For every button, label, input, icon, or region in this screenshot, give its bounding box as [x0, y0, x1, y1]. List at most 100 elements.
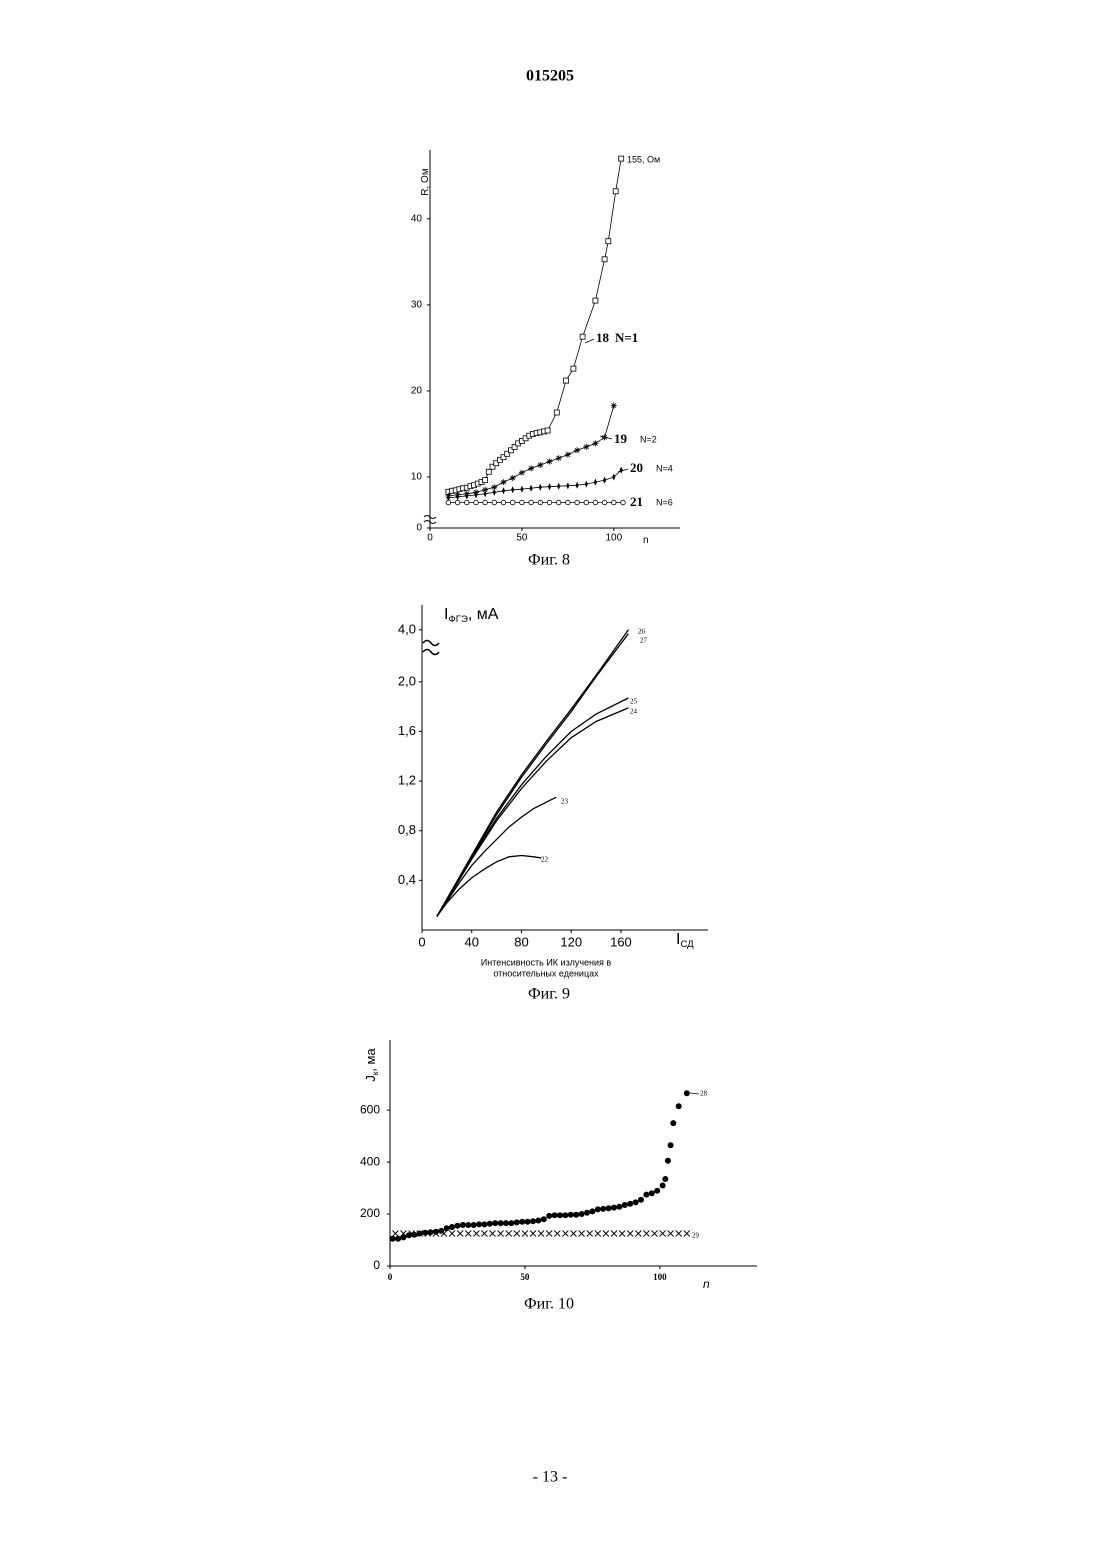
marker-circle [547, 500, 552, 505]
marker-dot [662, 1176, 668, 1182]
data-point [530, 1218, 536, 1224]
marker-dot [525, 1219, 531, 1225]
marker-circle [538, 500, 543, 505]
data-point [510, 475, 516, 481]
data-point [600, 1206, 606, 1212]
marker-square [486, 469, 491, 474]
data-point [568, 1212, 574, 1218]
marker-dot [660, 1183, 666, 1189]
data-point [589, 1208, 595, 1214]
figure-caption: Фиг. 8 [528, 552, 570, 569]
marker-dot [579, 1211, 585, 1217]
x-axis-label-sub: СД [680, 939, 694, 950]
data-point [519, 1219, 525, 1225]
data-point [471, 1222, 477, 1228]
marker-dot [476, 1221, 482, 1227]
data-point [503, 1220, 509, 1226]
data-point [571, 366, 576, 371]
marker-dot [568, 1212, 574, 1218]
data-point [501, 500, 506, 505]
x-axis-label-main: n [643, 535, 649, 546]
data-point [460, 1222, 466, 1228]
page-number: - 13 - [533, 1469, 568, 1486]
y-tick-label: 200 [360, 1206, 380, 1220]
y-tick-label: 600 [360, 1102, 380, 1116]
data-point [552, 1212, 558, 1218]
marker-dot [535, 1218, 541, 1224]
marker-circle [593, 500, 598, 505]
data-point [541, 1216, 547, 1222]
x-axis-note: относительных еденицах [493, 968, 599, 978]
y-axis-label-unit: , ма [363, 1048, 378, 1072]
x-tick-label: 100 [605, 533, 622, 544]
data-point [662, 1176, 668, 1182]
marker-asterisk [519, 470, 525, 476]
marker-square [554, 410, 559, 415]
marker-square [606, 239, 611, 244]
series-label: 20 [630, 460, 643, 475]
data-point [606, 239, 611, 244]
series-note: N=2 [640, 434, 657, 444]
series-note: N=6 [656, 497, 673, 507]
data-point [660, 1183, 666, 1189]
series-label: 19 [614, 431, 628, 446]
data-point [654, 1188, 660, 1194]
data-point [525, 1219, 531, 1225]
marker-circle [520, 500, 525, 505]
marker-dot [668, 1142, 674, 1148]
marker-dot [684, 1090, 690, 1096]
data-point [575, 500, 580, 505]
data-point [621, 500, 626, 505]
data-point [612, 500, 617, 505]
marker-asterisk [556, 455, 562, 461]
data-point [486, 469, 491, 474]
y-axis-label: Jк, ма [363, 1048, 380, 1082]
marker-circle [602, 500, 607, 505]
marker-dot [643, 1192, 649, 1198]
data-point [455, 1223, 461, 1229]
data-point [455, 500, 460, 505]
y-tick-label: 0 [416, 523, 422, 534]
marker-dot [633, 1199, 639, 1205]
marker-dot [519, 1219, 525, 1225]
marker-dot [676, 1103, 682, 1109]
marker-asterisk [547, 459, 553, 465]
marker-circle [566, 500, 571, 505]
marker-dot [503, 1220, 509, 1226]
marker-dot [508, 1220, 514, 1226]
marker-square [613, 189, 618, 194]
marker-dot [530, 1218, 536, 1224]
data-point [593, 500, 598, 505]
data-point [602, 500, 607, 505]
series-label: 18 [596, 330, 610, 345]
marker-dot [541, 1216, 547, 1222]
data-point [566, 500, 571, 505]
marker-dot [649, 1190, 655, 1196]
y-tick-label: 20 [411, 386, 423, 397]
y-tick-label: 1,6 [398, 723, 416, 738]
marker-circle [621, 500, 626, 505]
marker-circle [612, 500, 617, 505]
series-label: 29 [692, 1232, 700, 1240]
data-point [579, 1211, 585, 1217]
data-point [492, 500, 497, 505]
marker-dot [600, 1206, 606, 1212]
data-point [602, 257, 607, 262]
x-tick-label: 50 [516, 533, 528, 544]
data-point [483, 478, 488, 483]
data-point [580, 334, 585, 339]
y-tick-label: 40 [411, 213, 423, 224]
marker-dot [552, 1212, 558, 1218]
marker-dot [481, 1221, 487, 1227]
marker-dot [471, 1222, 477, 1228]
data-point [483, 500, 488, 505]
marker-dot [606, 1205, 612, 1211]
marker-square [580, 334, 585, 339]
page: 015205 - 13 - 050100010203040R, Омn155, … [0, 0, 1100, 1556]
y-tick-label: 10 [411, 472, 423, 483]
x-axis-label: n [703, 1277, 710, 1291]
marker-dot [595, 1206, 601, 1212]
data-point [584, 1210, 590, 1216]
x-tick-label: 0 [388, 1272, 393, 1282]
marker-dot [665, 1158, 671, 1164]
